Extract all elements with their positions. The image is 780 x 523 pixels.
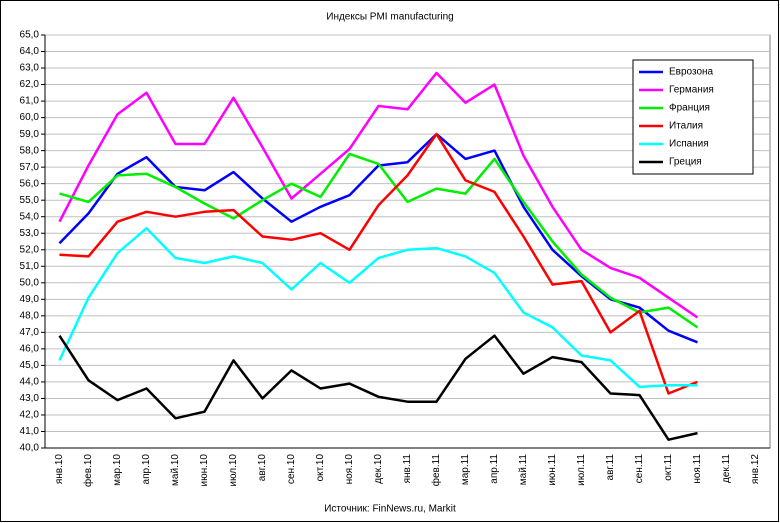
x-tick-label: апр.11	[489, 454, 500, 484]
x-tick-label: июл.10	[228, 454, 239, 487]
legend-label: Италия	[669, 121, 703, 132]
series-line	[59, 152, 699, 329]
x-tick-label: окт.11	[663, 454, 674, 481]
series-line	[58, 334, 698, 441]
source-note: Источник: FinNews.ru, Markit	[324, 504, 456, 515]
y-tick-label: 53,0	[20, 228, 40, 239]
y-tick-label: 60,0	[20, 112, 40, 123]
y-tick-label: 44,0	[20, 377, 40, 388]
x-tick-label: авг.10	[257, 454, 268, 482]
x-tick-label: дек.11	[721, 454, 732, 483]
y-tick-label: 55,0	[20, 195, 40, 206]
x-tick-label: апр.10	[141, 454, 152, 485]
legend-label: Испания	[669, 139, 709, 150]
x-tick-label: май.11	[518, 454, 529, 486]
legend-label: Франция	[669, 103, 710, 114]
y-tick-label: 51,0	[20, 261, 40, 272]
series-line	[58, 227, 698, 389]
x-tick-label: янв.10	[54, 454, 65, 485]
y-tick-label: 63,0	[20, 63, 40, 74]
x-tick-label: мар.10	[112, 454, 123, 486]
y-tick-label: 49,0	[20, 294, 40, 305]
x-tick-label: фев.10	[82, 454, 94, 487]
y-tick-label: 61,0	[20, 96, 40, 107]
x-tick-label: июл.11	[576, 454, 587, 486]
y-tick-label: 45,0	[20, 360, 40, 371]
x-tick-label: дек.10	[373, 454, 384, 484]
y-tick-label: 40,0	[20, 443, 40, 454]
x-tick-label: мар.11	[460, 454, 471, 486]
x-tick-label: окт.10	[315, 454, 326, 482]
x-tick-label: июн.11	[547, 454, 558, 486]
y-tick-label: 65,0	[20, 30, 40, 41]
y-tick-label: 64,0	[20, 46, 40, 57]
x-tick-label: авг.11	[605, 454, 616, 481]
x-tick-label: сен.11	[634, 454, 645, 484]
y-tick-label: 41,0	[20, 426, 40, 437]
y-tick-label: 47,0	[20, 327, 40, 338]
x-tick-label: ноя.11	[692, 454, 703, 484]
y-tick-label: 58,0	[20, 145, 40, 156]
y-tick-label: 56,0	[20, 178, 40, 189]
y-tick-label: 62,0	[20, 79, 40, 90]
x-tick-label: янв.12	[750, 454, 761, 485]
y-tick-label: 54,0	[20, 211, 40, 222]
y-tick-label: 59,0	[20, 129, 40, 140]
legend-box	[632, 59, 754, 175]
y-tick-label: 48,0	[20, 310, 40, 321]
x-tick-label: июн.10	[199, 454, 210, 487]
series-line	[59, 132, 698, 395]
y-tick-label: 57,0	[20, 162, 40, 173]
x-tick-label: сен.10	[286, 454, 297, 484]
y-tick-label: 43,0	[20, 393, 40, 404]
chart-title: Индексы PMI manufacturing	[326, 12, 454, 23]
x-tick-label: фев.11	[430, 454, 442, 487]
legend-label: Германия	[669, 85, 714, 96]
series-line	[58, 71, 699, 319]
legend-label: Греция	[669, 157, 702, 168]
x-tick-label: май.10	[170, 454, 181, 486]
legend-label: Еврозона	[669, 67, 714, 78]
y-tick-label: 52,0	[20, 244, 40, 255]
x-tick-label: ноя.10	[344, 454, 355, 485]
y-tick-label: 46,0	[20, 344, 40, 355]
x-tick-label: янв.11	[402, 454, 413, 484]
y-tick-label: 42,0	[20, 410, 40, 421]
y-tick-label: 50,0	[20, 277, 40, 288]
